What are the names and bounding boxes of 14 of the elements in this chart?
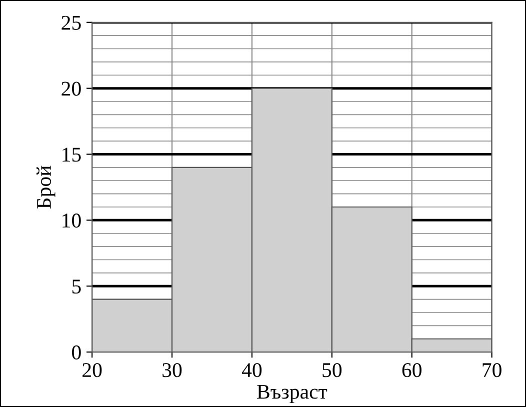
- y-tick-label: 5: [72, 280, 81, 294]
- x-tick-label: 40: [242, 363, 262, 378]
- x-tick-label: 20: [82, 363, 102, 378]
- y-tick-label: 20: [62, 82, 81, 96]
- y-axis-title: Брой: [36, 166, 56, 209]
- x-tick-label: 60: [402, 363, 422, 378]
- x-tick-label: 50: [322, 363, 342, 378]
- x-tick-label: 70: [482, 363, 502, 378]
- y-tick-label: 25: [62, 16, 81, 30]
- y-tick-label: 15: [62, 148, 81, 162]
- x-tick-label: 30: [162, 363, 182, 378]
- x-axis-title: Възраст: [257, 384, 328, 404]
- y-tick-label: 10: [62, 214, 81, 228]
- y-tick-label: 0: [72, 345, 81, 360]
